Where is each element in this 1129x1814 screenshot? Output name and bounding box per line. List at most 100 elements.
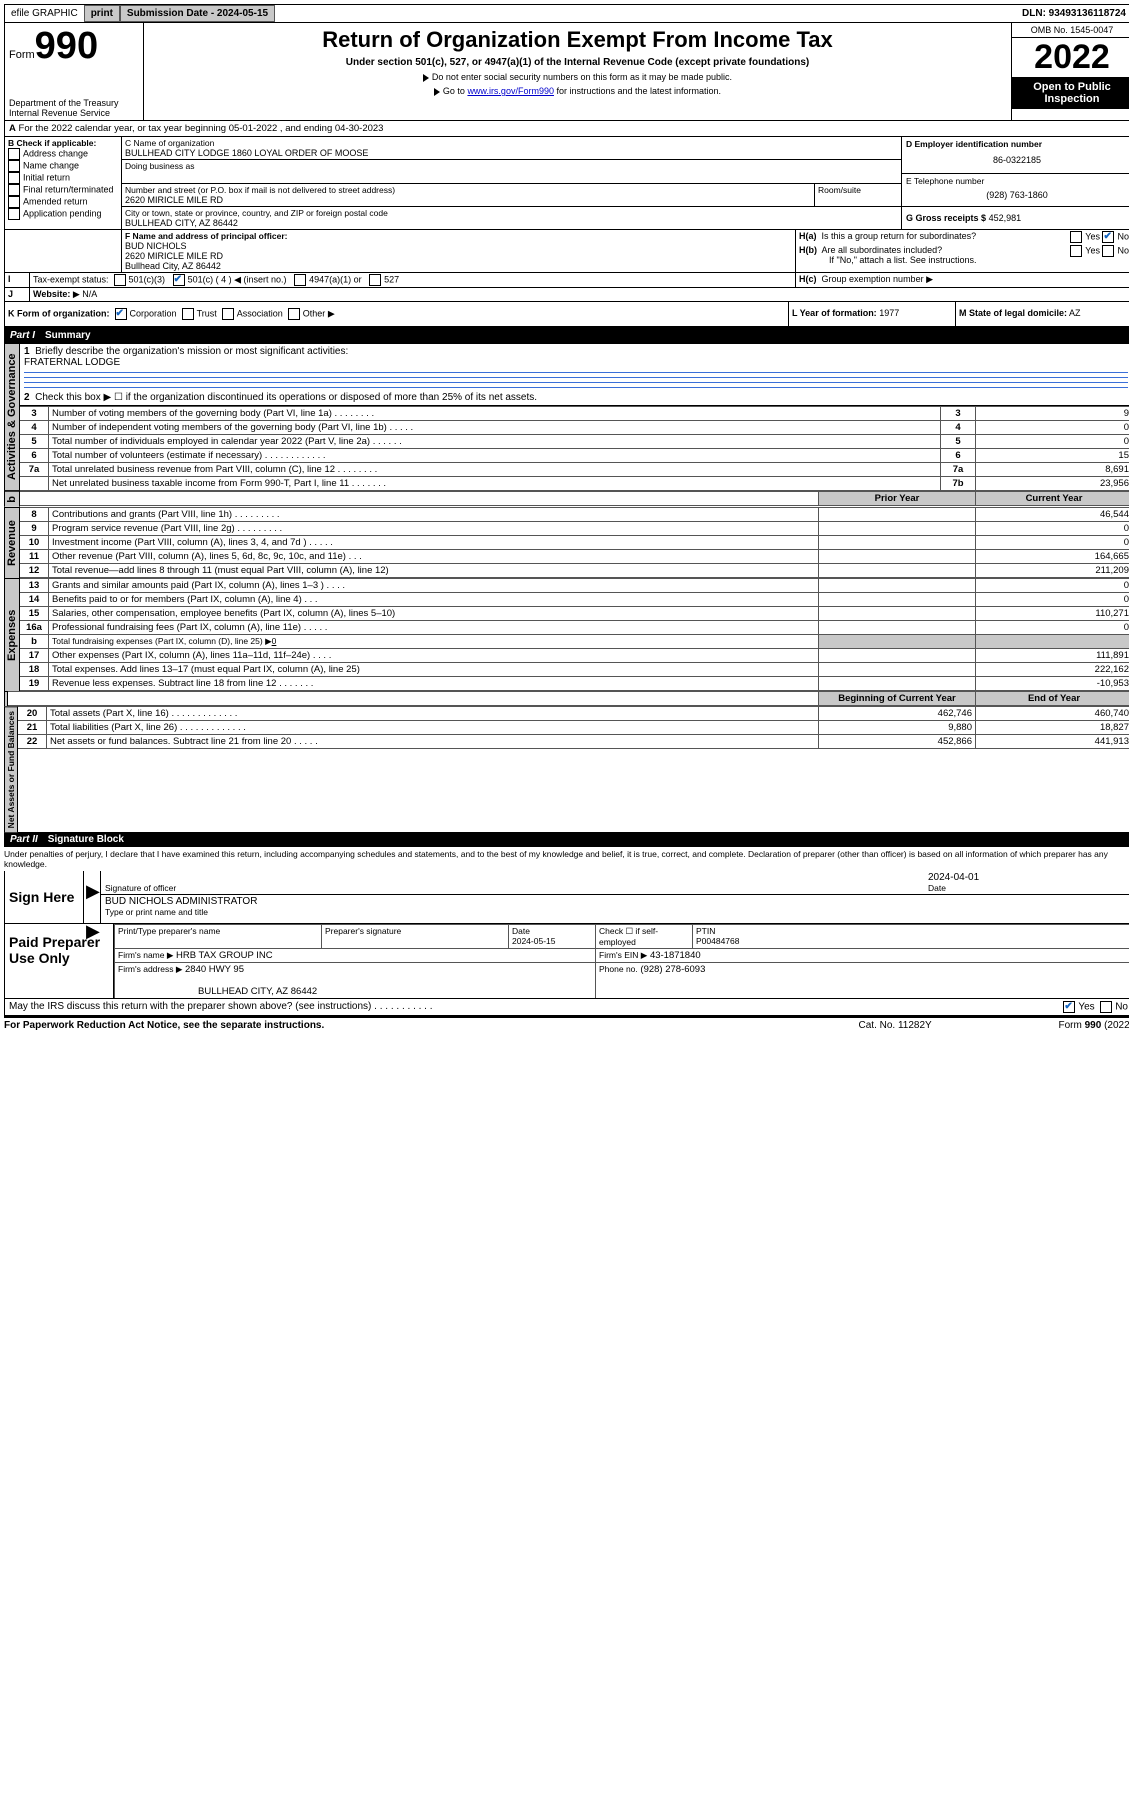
i-label: Tax-exempt status: xyxy=(33,274,109,284)
hb-yes[interactable] xyxy=(1070,245,1082,257)
discuss-yes[interactable] xyxy=(1063,1001,1075,1013)
gross-receipts: 452,981 xyxy=(989,213,1022,223)
cat-no: Cat. No. 11282Y xyxy=(859,1020,1059,1031)
ha-yes[interactable] xyxy=(1070,231,1082,243)
pp-sig-label: Preparer's signature xyxy=(322,925,509,949)
firm-ein: 43-1871840 xyxy=(650,950,701,961)
e-phone-label: E Telephone number xyxy=(906,176,1128,186)
triangle-icon xyxy=(434,88,440,96)
domicile-state: AZ xyxy=(1069,308,1081,318)
year-formation: 1977 xyxy=(879,308,899,318)
hb-no[interactable] xyxy=(1102,245,1114,257)
form-number: 990 xyxy=(35,25,98,67)
city-label: City or town, state or province, country… xyxy=(125,208,898,218)
triangle-icon xyxy=(423,74,429,82)
hdr-end-year: End of Year xyxy=(976,691,1129,705)
tab-activities: Activities & Governance xyxy=(4,343,20,491)
part2-header: Part IISignature Block xyxy=(4,832,1129,847)
officer-street: 2620 MIRICLE MILE RD xyxy=(125,251,792,261)
chk-corp[interactable] xyxy=(115,308,127,320)
part1-body: Activities & Governance 1 Briefly descri… xyxy=(4,343,1129,491)
table-revenue: 8Contributions and grants (Part VIII, li… xyxy=(20,507,1129,578)
dept-treasury: Department of the Treasury xyxy=(9,98,139,108)
firm-addr2: BULLHEAD CITY, AZ 86442 xyxy=(198,986,317,997)
chk-501c3[interactable] xyxy=(114,274,126,286)
ein-value: 86-0322185 xyxy=(906,149,1128,171)
chk-4947[interactable] xyxy=(294,274,306,286)
tab-expenses: Expenses xyxy=(4,578,20,691)
open-inspection: Open to Public Inspection xyxy=(1012,77,1129,109)
hc-label: Group exemption number xyxy=(822,274,924,284)
mission-text: FRATERNAL LODGE xyxy=(24,357,120,368)
hb-label: Are all subordinates included? xyxy=(822,245,943,255)
paid-preparer-block: Paid Preparer Use Only Print/Type prepar… xyxy=(4,924,1129,999)
form-header: Form990 Department of the Treasury Inter… xyxy=(4,23,1129,121)
omb-number: OMB No. 1545-0047 xyxy=(1012,23,1129,38)
line-a: A For the 2022 calendar year, or tax yea… xyxy=(4,121,1129,137)
sig-date: 2024-04-01 xyxy=(928,872,1128,883)
section-fh: F Name and address of principal officer:… xyxy=(4,230,1129,273)
irs-link[interactable]: www.irs.gov/Form990 xyxy=(467,86,554,96)
checkbox-name-change[interactable] xyxy=(8,160,20,172)
hdr-begin-year: Beginning of Current Year xyxy=(819,691,976,705)
checkbox-initial-return[interactable] xyxy=(8,172,20,184)
chk-other[interactable] xyxy=(288,308,300,320)
firm-name: HRB TAX GROUP INC xyxy=(176,950,273,961)
top-bar: efile GRAPHIC print Submission Date - 20… xyxy=(4,4,1129,23)
b-label: B Check if applicable: xyxy=(8,138,118,148)
phone-value: (928) 763-1860 xyxy=(906,186,1128,204)
chk-assoc[interactable] xyxy=(222,308,234,320)
discuss-no[interactable] xyxy=(1100,1001,1112,1013)
form-subtitle: Under section 501(c), 527, or 4947(a)(1)… xyxy=(148,57,1007,68)
checkbox-amended[interactable] xyxy=(8,196,20,208)
section-bcdefg: B Check if applicable: Address change Na… xyxy=(4,137,1129,230)
street-label: Number and street (or P.O. box if mail i… xyxy=(125,185,811,195)
officer-city: Bullhead City, AZ 86442 xyxy=(125,261,792,271)
f-officer-label: F Name and address of principal officer: xyxy=(125,231,792,241)
pp-self-employed: Check ☐ if self-employed xyxy=(596,925,693,949)
paperwork-notice: For Paperwork Reduction Act Notice, see … xyxy=(4,1020,859,1031)
efile-label: efile GRAPHIC xyxy=(5,6,84,21)
website-value: N/A xyxy=(82,289,97,299)
discuss-label: May the IRS discuss this return with the… xyxy=(9,1001,1063,1013)
irs-label: Internal Revenue Service xyxy=(9,108,139,118)
ptin-value: P00484768 xyxy=(696,936,740,946)
pp-name-label: Print/Type preparer's name xyxy=(115,925,322,949)
ha-no[interactable] xyxy=(1102,231,1114,243)
checkbox-address-change[interactable] xyxy=(8,148,20,160)
form-prefix: Form xyxy=(9,49,35,61)
l1-label: Briefly describe the organization's miss… xyxy=(35,346,348,357)
firm-phone: (928) 278-6093 xyxy=(640,964,705,975)
c-name-label: C Name of organization xyxy=(125,138,898,148)
goto-pre: Go to xyxy=(443,86,468,96)
hdr-current-year: Current Year xyxy=(976,492,1129,506)
street-value: 2620 MIRICLE MILE RD xyxy=(125,195,811,205)
tab-net-assets: Net Assets or Fund Balances xyxy=(4,706,18,832)
city-value: BULLHEAD CITY, AZ 86442 xyxy=(125,218,898,228)
checkbox-final-return[interactable] xyxy=(8,184,20,196)
chk-trust[interactable] xyxy=(182,308,194,320)
sig-officer-label: Signature of officer xyxy=(105,883,920,893)
chk-501c[interactable] xyxy=(173,274,185,286)
form-title: Return of Organization Exempt From Incom… xyxy=(148,27,1007,53)
firm-addr1: 2840 HWY 95 xyxy=(185,964,244,975)
ssn-warning: Do not enter social security numbers on … xyxy=(432,72,732,82)
sign-here-label: Sign Here xyxy=(5,871,83,923)
room-label: Room/suite xyxy=(814,184,901,206)
l-label: L Year of formation: xyxy=(792,308,877,318)
tax-year: 2022 xyxy=(1012,38,1129,77)
part1-header: Part ISummary xyxy=(4,328,1129,343)
submission-date: Submission Date - 2024-05-15 xyxy=(120,5,275,22)
g-gross-label: G Gross receipts $ xyxy=(906,213,986,223)
m-label: M State of legal domicile: xyxy=(959,308,1067,318)
ha-label: Is this a group return for subordinates? xyxy=(822,231,977,241)
table-expenses: 13Grants and similar amounts paid (Part … xyxy=(20,578,1129,691)
checkbox-pending[interactable] xyxy=(8,208,20,220)
k-label: K Form of organization: xyxy=(8,308,110,318)
perjury-declaration: Under penalties of perjury, I declare th… xyxy=(4,847,1129,871)
tab-revenue: Revenue xyxy=(4,507,20,578)
dba-label: Doing business as xyxy=(125,161,898,171)
print-button[interactable]: print xyxy=(84,5,120,22)
chk-527[interactable] xyxy=(369,274,381,286)
org-name: BULLHEAD CITY LODGE 1860 LOYAL ORDER OF … xyxy=(125,148,898,158)
